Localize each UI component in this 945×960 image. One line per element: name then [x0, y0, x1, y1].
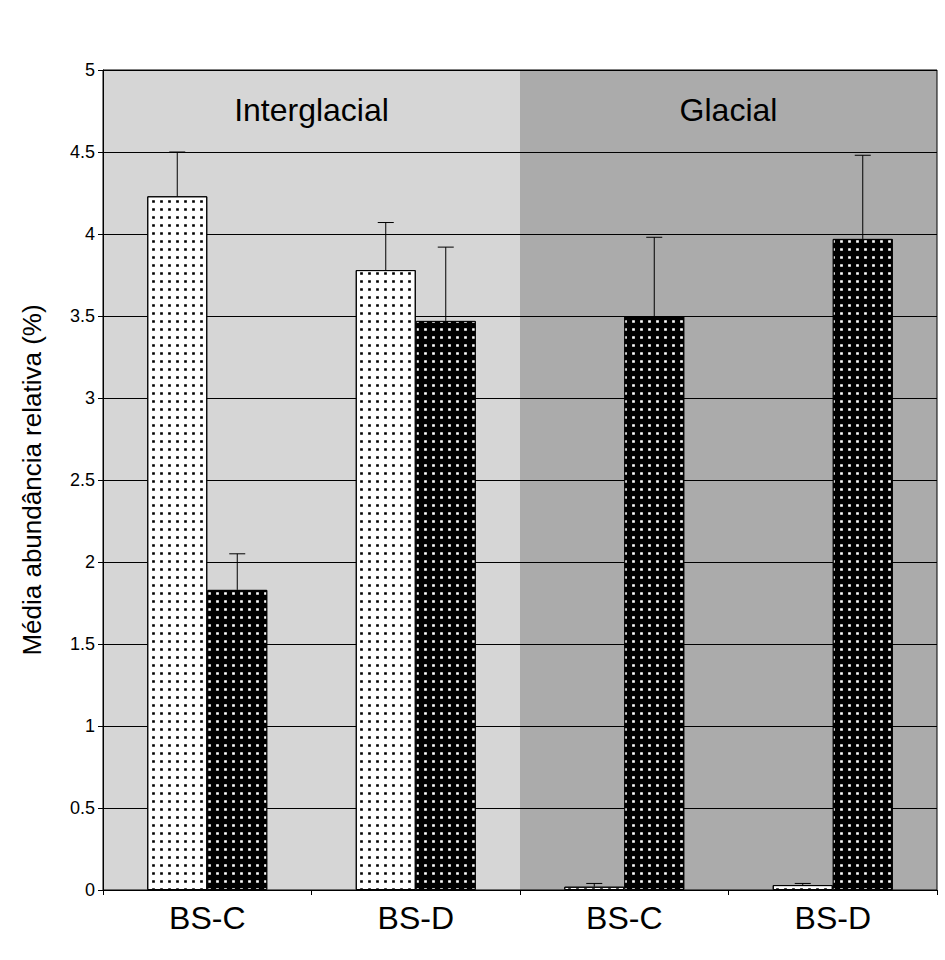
svg-text:1: 1: [85, 716, 95, 736]
svg-text:BS-D: BS-D: [378, 900, 454, 936]
svg-text:BS-D: BS-D: [795, 900, 871, 936]
svg-text:2.5: 2.5: [70, 470, 95, 490]
svg-text:3: 3: [85, 388, 95, 408]
svg-text:1.5: 1.5: [70, 634, 95, 654]
svg-text:BS-C: BS-C: [586, 900, 662, 936]
svg-text:Média abundância relativa (%): Média abundância relativa (%): [17, 304, 47, 655]
svg-text:4: 4: [85, 224, 95, 244]
svg-text:5: 5: [85, 60, 95, 80]
svg-text:4.5: 4.5: [70, 142, 95, 162]
svg-text:3.5: 3.5: [70, 306, 95, 326]
svg-text:2: 2: [85, 552, 95, 572]
svg-text:0.5: 0.5: [70, 798, 95, 818]
svg-text:BS-C: BS-C: [169, 900, 245, 936]
svg-text:0: 0: [85, 880, 95, 900]
